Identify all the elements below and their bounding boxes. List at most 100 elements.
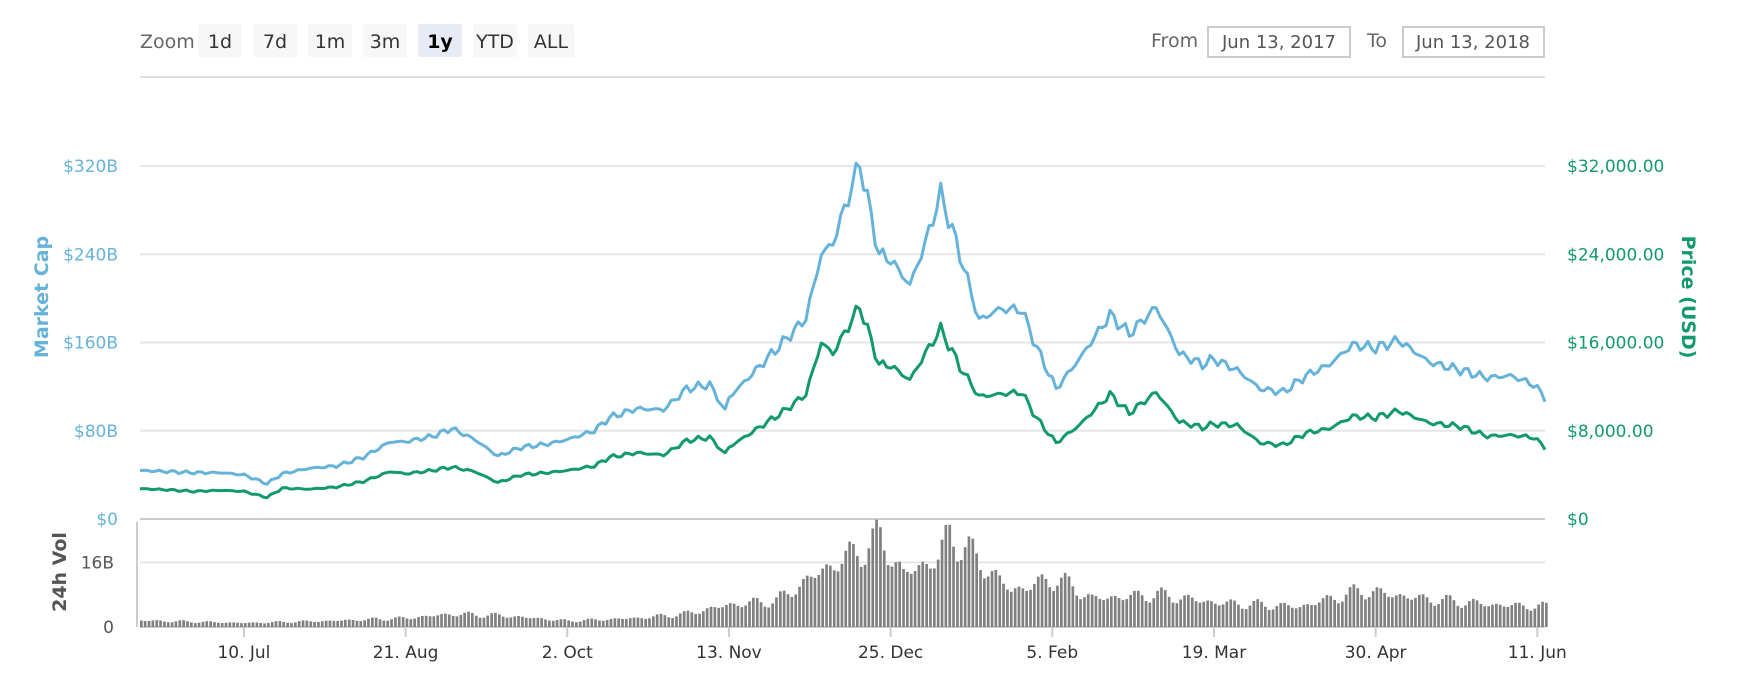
volume-bar (540, 618, 543, 627)
x-tick-label: 13. Nov (696, 643, 762, 663)
volume-bar (1167, 596, 1171, 627)
volume-bar (371, 617, 374, 627)
zoom-button-1y[interactable]: 1y (418, 24, 462, 57)
volume-bar (382, 620, 386, 627)
volume-bar (829, 565, 832, 627)
volume-bar (1086, 594, 1090, 627)
volume-bar (694, 614, 697, 627)
zoom-button-1m[interactable]: 1m (308, 24, 352, 57)
volume-bar (1360, 594, 1363, 627)
volume-bar (1021, 588, 1025, 627)
volume-bar (1398, 594, 1402, 627)
volume-bar (879, 527, 882, 627)
zoom-button-label: 1d (208, 31, 232, 53)
volume-bar (432, 616, 436, 627)
volume-bar (532, 618, 536, 627)
volume-bar (1221, 604, 1225, 627)
volume-bar (394, 617, 397, 627)
from-date-input[interactable]: Jun 13, 2017 (1207, 26, 1351, 58)
volume-bar (648, 618, 651, 627)
volume-bar (551, 620, 555, 627)
volume-bar (1437, 604, 1440, 627)
volume-bar (1379, 588, 1383, 627)
volume-bar (1429, 602, 1433, 627)
volume-bar (667, 617, 671, 627)
volume-bar (1202, 601, 1206, 627)
volume-bar (1013, 588, 1017, 627)
volume-bar (159, 620, 162, 627)
volume-bar (1483, 606, 1487, 627)
volume-bar (1391, 597, 1394, 627)
volume-bar (478, 617, 482, 627)
volume-bar (544, 619, 547, 627)
volume-bar (786, 594, 790, 627)
volume-bar (1537, 604, 1540, 627)
volume-bar (474, 615, 478, 627)
volume-bar (1444, 594, 1448, 627)
volume-bar (613, 618, 617, 627)
volume-bar (1287, 605, 1290, 627)
volume-bar (698, 613, 701, 627)
volume-bar (748, 601, 751, 627)
volume-bar (440, 614, 443, 627)
volume-bar (424, 615, 428, 627)
volume-bar (659, 613, 663, 627)
zoom-button-1d[interactable]: 1d (198, 24, 242, 57)
volume-axis: 0 16B (81, 522, 1545, 638)
volume-bar (524, 617, 528, 627)
volume-bar (1329, 595, 1333, 627)
volume-bar (832, 570, 836, 627)
right-tick-label: $24,000.00 (1567, 245, 1664, 265)
volume-bar (813, 577, 817, 627)
volume-bar (1344, 594, 1348, 627)
volume-bar (498, 614, 501, 627)
volume-bar (205, 621, 209, 627)
zoom-button-7d[interactable]: 7d (253, 24, 297, 57)
volume-bar (767, 607, 771, 627)
volume-bar (598, 620, 601, 627)
volume-bar (563, 619, 567, 627)
zoom-button-all[interactable]: ALL (528, 24, 574, 57)
y-axis-right-title: Price (USD) (1677, 236, 1699, 359)
volume-bar (1310, 605, 1313, 627)
volume-bar (725, 605, 728, 627)
volume-bar (174, 621, 178, 627)
volume-bar (505, 617, 509, 627)
volume-bar (852, 544, 855, 627)
volume-bar (548, 620, 551, 627)
volume-bar (324, 620, 328, 627)
volume-bar (963, 547, 967, 627)
zoom-button-3m[interactable]: 3m (363, 24, 407, 57)
volume-bar (1098, 598, 1102, 627)
volume-bar (1394, 595, 1398, 627)
volume-bar (1140, 595, 1144, 627)
volume-bar (1009, 591, 1013, 627)
volume-bar (1441, 599, 1444, 627)
x-tick-label: 30. Apr (1345, 643, 1407, 663)
volume-bar (956, 561, 959, 627)
volume-bar (517, 616, 520, 627)
to-date-input[interactable]: Jun 13, 2018 (1402, 26, 1545, 58)
volume-bar (1468, 601, 1471, 627)
volume-bar (251, 622, 255, 627)
volume-bar (1025, 590, 1028, 627)
volume-bar (1325, 595, 1329, 627)
y-axis-left-title: Market Cap (31, 236, 53, 358)
volume-bar (286, 622, 289, 627)
volume-bar (1456, 605, 1460, 627)
volume-bar (247, 622, 251, 627)
volume-bar (155, 620, 159, 627)
volume-bar (902, 569, 905, 627)
volume-bar (1033, 583, 1036, 627)
volume-bar (1240, 608, 1244, 627)
zoom-button-ytd[interactable]: YTD (473, 24, 517, 57)
volume-bar (1433, 605, 1437, 627)
volume-bar (890, 566, 894, 627)
volume-bar (1256, 599, 1259, 627)
volume-bar (1418, 594, 1421, 627)
volume-bar (1248, 605, 1252, 627)
volume-bar (732, 603, 736, 627)
x-tick-label: 25. Dec (858, 643, 923, 663)
volume-bar (359, 621, 363, 627)
